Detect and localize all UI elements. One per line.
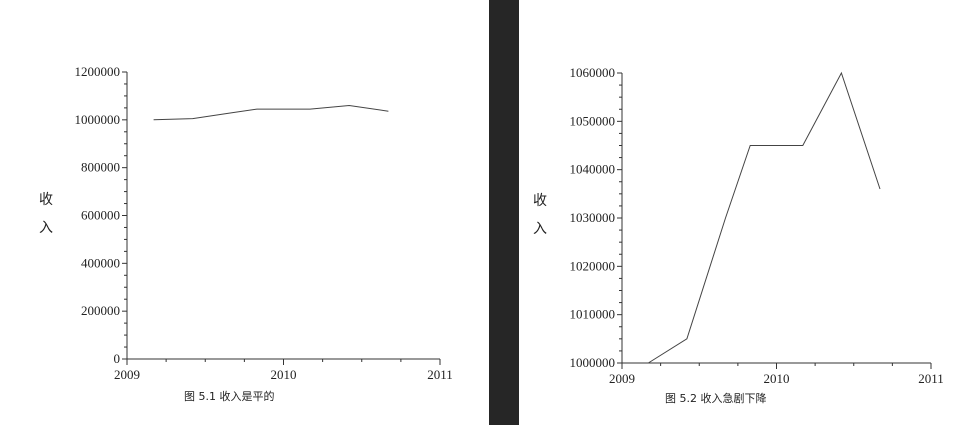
chart-panel-flat: 0 200000 400000 600000 800000 1000000 1200000 2…: [39, 64, 453, 403]
figure-caption: 图 5.1 收入是平的: [184, 389, 275, 403]
y-tick-label: 1060000: [570, 65, 616, 80]
y-tick-label: 200000: [81, 303, 120, 318]
y-tick-label: 1030000: [570, 210, 616, 225]
series-line: [648, 71, 881, 364]
y-axis-label: 收: [533, 193, 547, 209]
y-axis-label: 入: [533, 221, 547, 237]
y-tick-label: 0: [114, 351, 121, 366]
x-tick-label: 2010: [271, 367, 297, 382]
chart-sharp-drop: 1000000 1010000 1020000 1030000 1040000 10500…: [533, 65, 944, 405]
figure-caption: 图 5.2 收入急剧下降: [665, 391, 767, 405]
y-axis-label: 收: [39, 192, 53, 208]
y-tick-label: 1000000: [570, 355, 616, 370]
x-tick-label: 2011: [427, 367, 453, 382]
chart-flat-revenue: 0 200000 400000 600000 800000 1000000 1200000 2…: [39, 64, 453, 403]
series-line: [153, 104, 389, 121]
y-tick-label: 1020000: [570, 258, 616, 273]
x-tick-label: 2009: [609, 371, 635, 386]
y-tick-label: 1200000: [75, 64, 121, 79]
y-tick-label: 400000: [81, 255, 120, 270]
y-tick-label: 1040000: [570, 162, 616, 177]
panel-divider: [489, 0, 519, 425]
y-tick-label: 1050000: [570, 113, 616, 128]
x-tick-label: 2009: [114, 367, 140, 382]
y-axis-label: 入: [39, 220, 53, 236]
y-tick-label: 800000: [81, 160, 120, 175]
y-tick-label: 1000000: [75, 112, 121, 127]
x-tick-label: 2011: [918, 371, 944, 386]
chart-panel-drop: 1000000 1010000 1020000 1030000 1040000 10500…: [519, 0, 973, 425]
y-tick-label: 600000: [81, 208, 120, 223]
y-tick-label: 1010000: [570, 307, 616, 322]
x-tick-label: 2010: [764, 371, 790, 386]
